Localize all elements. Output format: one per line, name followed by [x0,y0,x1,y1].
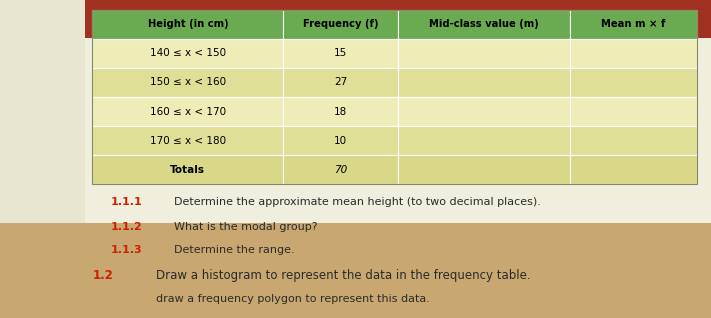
Text: Height (in cm): Height (in cm) [148,19,228,29]
Bar [0,0,711,223]
Bar [283,126,397,155]
Text: 140 ≤ x < 150: 140 ≤ x < 150 [150,48,226,58]
Text: 1.1.1: 1.1.1 [110,197,142,207]
Text: 170 ≤ x < 180: 170 ≤ x < 180 [150,136,226,146]
Bar [570,39,697,68]
Bar [397,39,570,68]
Bar [570,10,697,39]
Bar [283,10,397,39]
Text: 70: 70 [334,165,347,175]
Bar [0,0,711,38]
Bar [92,39,283,68]
Text: 1.1.2: 1.1.2 [110,222,142,232]
Bar [397,155,570,184]
Text: Determine the approximate mean height (to two decimal places).: Determine the approximate mean height (t… [174,197,541,207]
Text: 1.2: 1.2 [92,269,113,281]
Bar [92,97,283,126]
Bar [92,126,283,155]
Bar [283,39,397,68]
Text: Mean m × f: Mean m × f [601,19,665,29]
Text: 27: 27 [334,77,347,87]
Bar [397,68,570,97]
Text: 160 ≤ x < 170: 160 ≤ x < 170 [150,107,226,117]
Text: 10: 10 [334,136,347,146]
Bar [397,10,570,39]
Bar [570,97,697,126]
Bar [397,126,570,155]
Text: Mid-class value (m): Mid-class value (m) [429,19,538,29]
Bar [92,10,697,184]
Text: Determine the range.: Determine the range. [174,245,295,255]
Text: Frequency (f): Frequency (f) [303,19,378,29]
Bar [92,68,283,97]
Bar [397,97,570,126]
Text: Draw a histogram to represent the data in the frequency table.: Draw a histogram to represent the data i… [156,269,531,281]
Text: Totals: Totals [171,165,205,175]
Bar [283,97,397,126]
Text: draw a frequency polygon to represent this data.: draw a frequency polygon to represent th… [156,294,430,304]
Bar [283,155,397,184]
Text: 15: 15 [334,48,347,58]
Bar [570,155,697,184]
Bar [283,68,397,97]
Bar [92,155,283,184]
Bar [570,126,697,155]
Text: 18: 18 [334,107,347,117]
Text: 150 ≤ x < 160: 150 ≤ x < 160 [150,77,226,87]
Bar [570,68,697,97]
Text: What is the modal group?: What is the modal group? [174,222,318,232]
Text: 1.1.3: 1.1.3 [110,245,141,255]
Bar [92,10,283,39]
Bar [0,0,85,223]
